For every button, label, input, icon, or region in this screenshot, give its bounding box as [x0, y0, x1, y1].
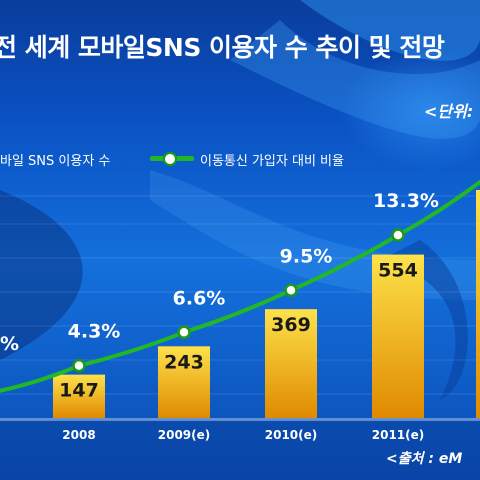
x-tick-label: 2009(e)	[157, 428, 211, 442]
chart-title: 전 세계 모바일SNS 이용자 수 추이 및 전망	[0, 33, 445, 62]
line-marker	[284, 283, 298, 297]
legend-marker-swatch	[163, 152, 177, 166]
bar-value-label: 147	[59, 380, 99, 402]
bar-value-label: 243	[164, 351, 204, 373]
bar	[372, 254, 424, 418]
bar	[158, 346, 210, 418]
bar	[476, 190, 480, 418]
bar-value-label: 369	[271, 314, 311, 336]
bar	[265, 309, 317, 418]
line-value-label: 6.6%	[173, 287, 226, 309]
source-label: <출처 : eM	[386, 451, 463, 467]
line-value-label: 13.3%	[373, 190, 439, 212]
x-tick-label: 2008	[62, 428, 96, 442]
x-tick-label: 2011(e)	[371, 428, 425, 442]
x-tick-label: 2010(e)	[264, 428, 318, 442]
bar	[53, 374, 105, 418]
x-axis-line	[0, 418, 480, 421]
legend-line-label: 이동통신 가입자 대비 비율	[200, 154, 344, 169]
unit-label: <단위:	[424, 102, 474, 121]
line-marker	[177, 325, 191, 340]
line-value-label: %	[0, 333, 19, 355]
legend-bar-label: 바일 SNS 이용자 수	[0, 154, 111, 169]
bar-value-label: 554	[378, 260, 418, 282]
line-value-label: 4.3%	[68, 321, 121, 343]
line-marker	[391, 228, 405, 242]
line-value-label: 9.5%	[280, 245, 333, 267]
legend: 바일 SNS 이용자 수 이동통신 가입자 대비 비율	[0, 150, 480, 169]
line-marker	[72, 358, 86, 373]
